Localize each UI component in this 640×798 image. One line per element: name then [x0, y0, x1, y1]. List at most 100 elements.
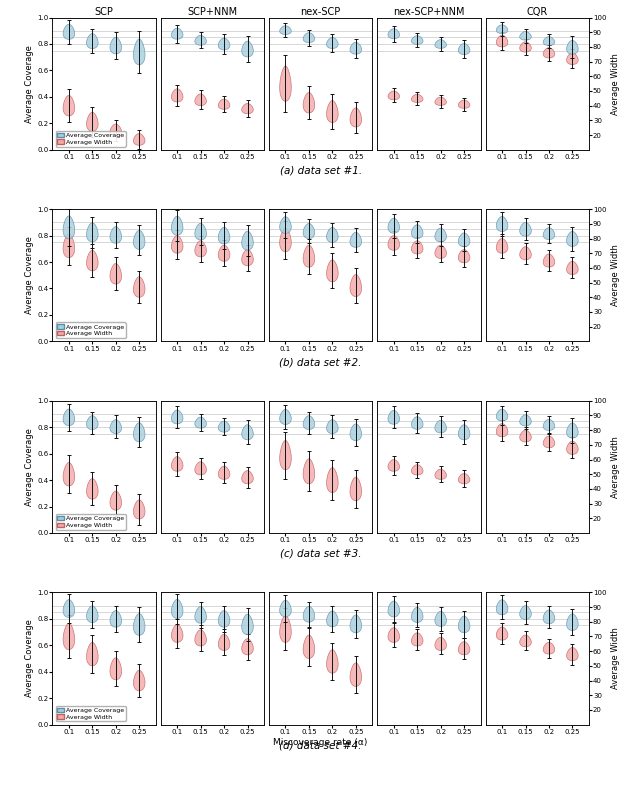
PathPatch shape: [110, 610, 122, 627]
PathPatch shape: [412, 417, 423, 429]
PathPatch shape: [303, 223, 315, 239]
PathPatch shape: [496, 216, 508, 231]
Text: (b) data set #2.: (b) data set #2.: [280, 358, 362, 367]
PathPatch shape: [496, 25, 508, 34]
PathPatch shape: [350, 424, 362, 440]
PathPatch shape: [350, 232, 362, 247]
PathPatch shape: [520, 223, 531, 236]
PathPatch shape: [520, 430, 531, 442]
PathPatch shape: [280, 217, 291, 233]
X-axis label: Miscoverage rate (α): Miscoverage rate (α): [273, 737, 368, 746]
PathPatch shape: [543, 48, 555, 58]
PathPatch shape: [172, 216, 183, 235]
Text: (c) data set #3.: (c) data set #3.: [280, 549, 362, 559]
PathPatch shape: [566, 647, 578, 661]
PathPatch shape: [172, 28, 183, 39]
PathPatch shape: [218, 245, 230, 261]
PathPatch shape: [110, 263, 122, 284]
PathPatch shape: [326, 101, 338, 123]
PathPatch shape: [110, 227, 122, 243]
PathPatch shape: [412, 464, 423, 475]
PathPatch shape: [242, 425, 253, 440]
PathPatch shape: [195, 241, 207, 257]
Y-axis label: Average Width: Average Width: [611, 53, 620, 115]
PathPatch shape: [458, 642, 470, 655]
PathPatch shape: [388, 601, 399, 617]
PathPatch shape: [218, 610, 230, 627]
PathPatch shape: [110, 124, 122, 137]
PathPatch shape: [303, 606, 315, 622]
PathPatch shape: [63, 623, 75, 650]
PathPatch shape: [242, 471, 253, 484]
PathPatch shape: [86, 223, 98, 242]
PathPatch shape: [435, 611, 447, 626]
PathPatch shape: [388, 410, 399, 425]
PathPatch shape: [458, 425, 470, 440]
PathPatch shape: [218, 466, 230, 480]
PathPatch shape: [280, 440, 291, 470]
PathPatch shape: [172, 89, 183, 102]
PathPatch shape: [326, 650, 338, 674]
PathPatch shape: [566, 423, 578, 438]
PathPatch shape: [110, 420, 122, 433]
PathPatch shape: [242, 250, 253, 266]
PathPatch shape: [496, 35, 508, 47]
PathPatch shape: [133, 423, 145, 442]
PathPatch shape: [172, 599, 183, 618]
PathPatch shape: [110, 491, 122, 510]
PathPatch shape: [435, 638, 447, 650]
Title: SCP: SCP: [95, 6, 113, 17]
PathPatch shape: [388, 628, 399, 642]
PathPatch shape: [303, 459, 315, 484]
Legend: Average Coverage, Average Width: Average Coverage, Average Width: [56, 705, 125, 721]
PathPatch shape: [86, 113, 98, 132]
PathPatch shape: [458, 250, 470, 263]
PathPatch shape: [172, 235, 183, 253]
PathPatch shape: [218, 99, 230, 109]
PathPatch shape: [195, 94, 207, 105]
PathPatch shape: [543, 254, 555, 267]
PathPatch shape: [133, 277, 145, 298]
Y-axis label: Average Width: Average Width: [611, 244, 620, 306]
PathPatch shape: [388, 460, 399, 472]
PathPatch shape: [86, 479, 98, 500]
Title: SCP+NNM: SCP+NNM: [188, 6, 237, 17]
PathPatch shape: [458, 616, 470, 633]
PathPatch shape: [520, 415, 531, 426]
PathPatch shape: [303, 416, 315, 429]
PathPatch shape: [63, 463, 75, 486]
PathPatch shape: [133, 670, 145, 691]
PathPatch shape: [326, 38, 338, 49]
PathPatch shape: [496, 627, 508, 640]
PathPatch shape: [435, 40, 447, 49]
Y-axis label: Average Coverage: Average Coverage: [26, 236, 35, 314]
PathPatch shape: [172, 410, 183, 424]
PathPatch shape: [412, 36, 423, 45]
PathPatch shape: [195, 35, 207, 45]
PathPatch shape: [195, 417, 207, 429]
PathPatch shape: [435, 97, 447, 105]
PathPatch shape: [86, 251, 98, 271]
PathPatch shape: [566, 41, 578, 54]
PathPatch shape: [110, 658, 122, 680]
Y-axis label: Average Coverage: Average Coverage: [26, 428, 35, 506]
PathPatch shape: [566, 261, 578, 275]
PathPatch shape: [133, 614, 145, 635]
PathPatch shape: [63, 96, 75, 116]
PathPatch shape: [350, 275, 362, 297]
PathPatch shape: [388, 235, 399, 251]
Legend: Average Coverage, Average Width: Average Coverage, Average Width: [56, 131, 125, 147]
PathPatch shape: [303, 93, 315, 113]
PathPatch shape: [242, 638, 253, 655]
PathPatch shape: [86, 34, 98, 49]
PathPatch shape: [242, 614, 253, 634]
PathPatch shape: [195, 630, 207, 646]
PathPatch shape: [458, 473, 470, 484]
PathPatch shape: [63, 216, 75, 239]
PathPatch shape: [412, 225, 423, 239]
PathPatch shape: [326, 260, 338, 282]
PathPatch shape: [86, 642, 98, 666]
Y-axis label: Average Coverage: Average Coverage: [26, 619, 35, 697]
Y-axis label: Average Width: Average Width: [611, 436, 620, 498]
Text: (a) data set #1.: (a) data set #1.: [280, 166, 362, 176]
